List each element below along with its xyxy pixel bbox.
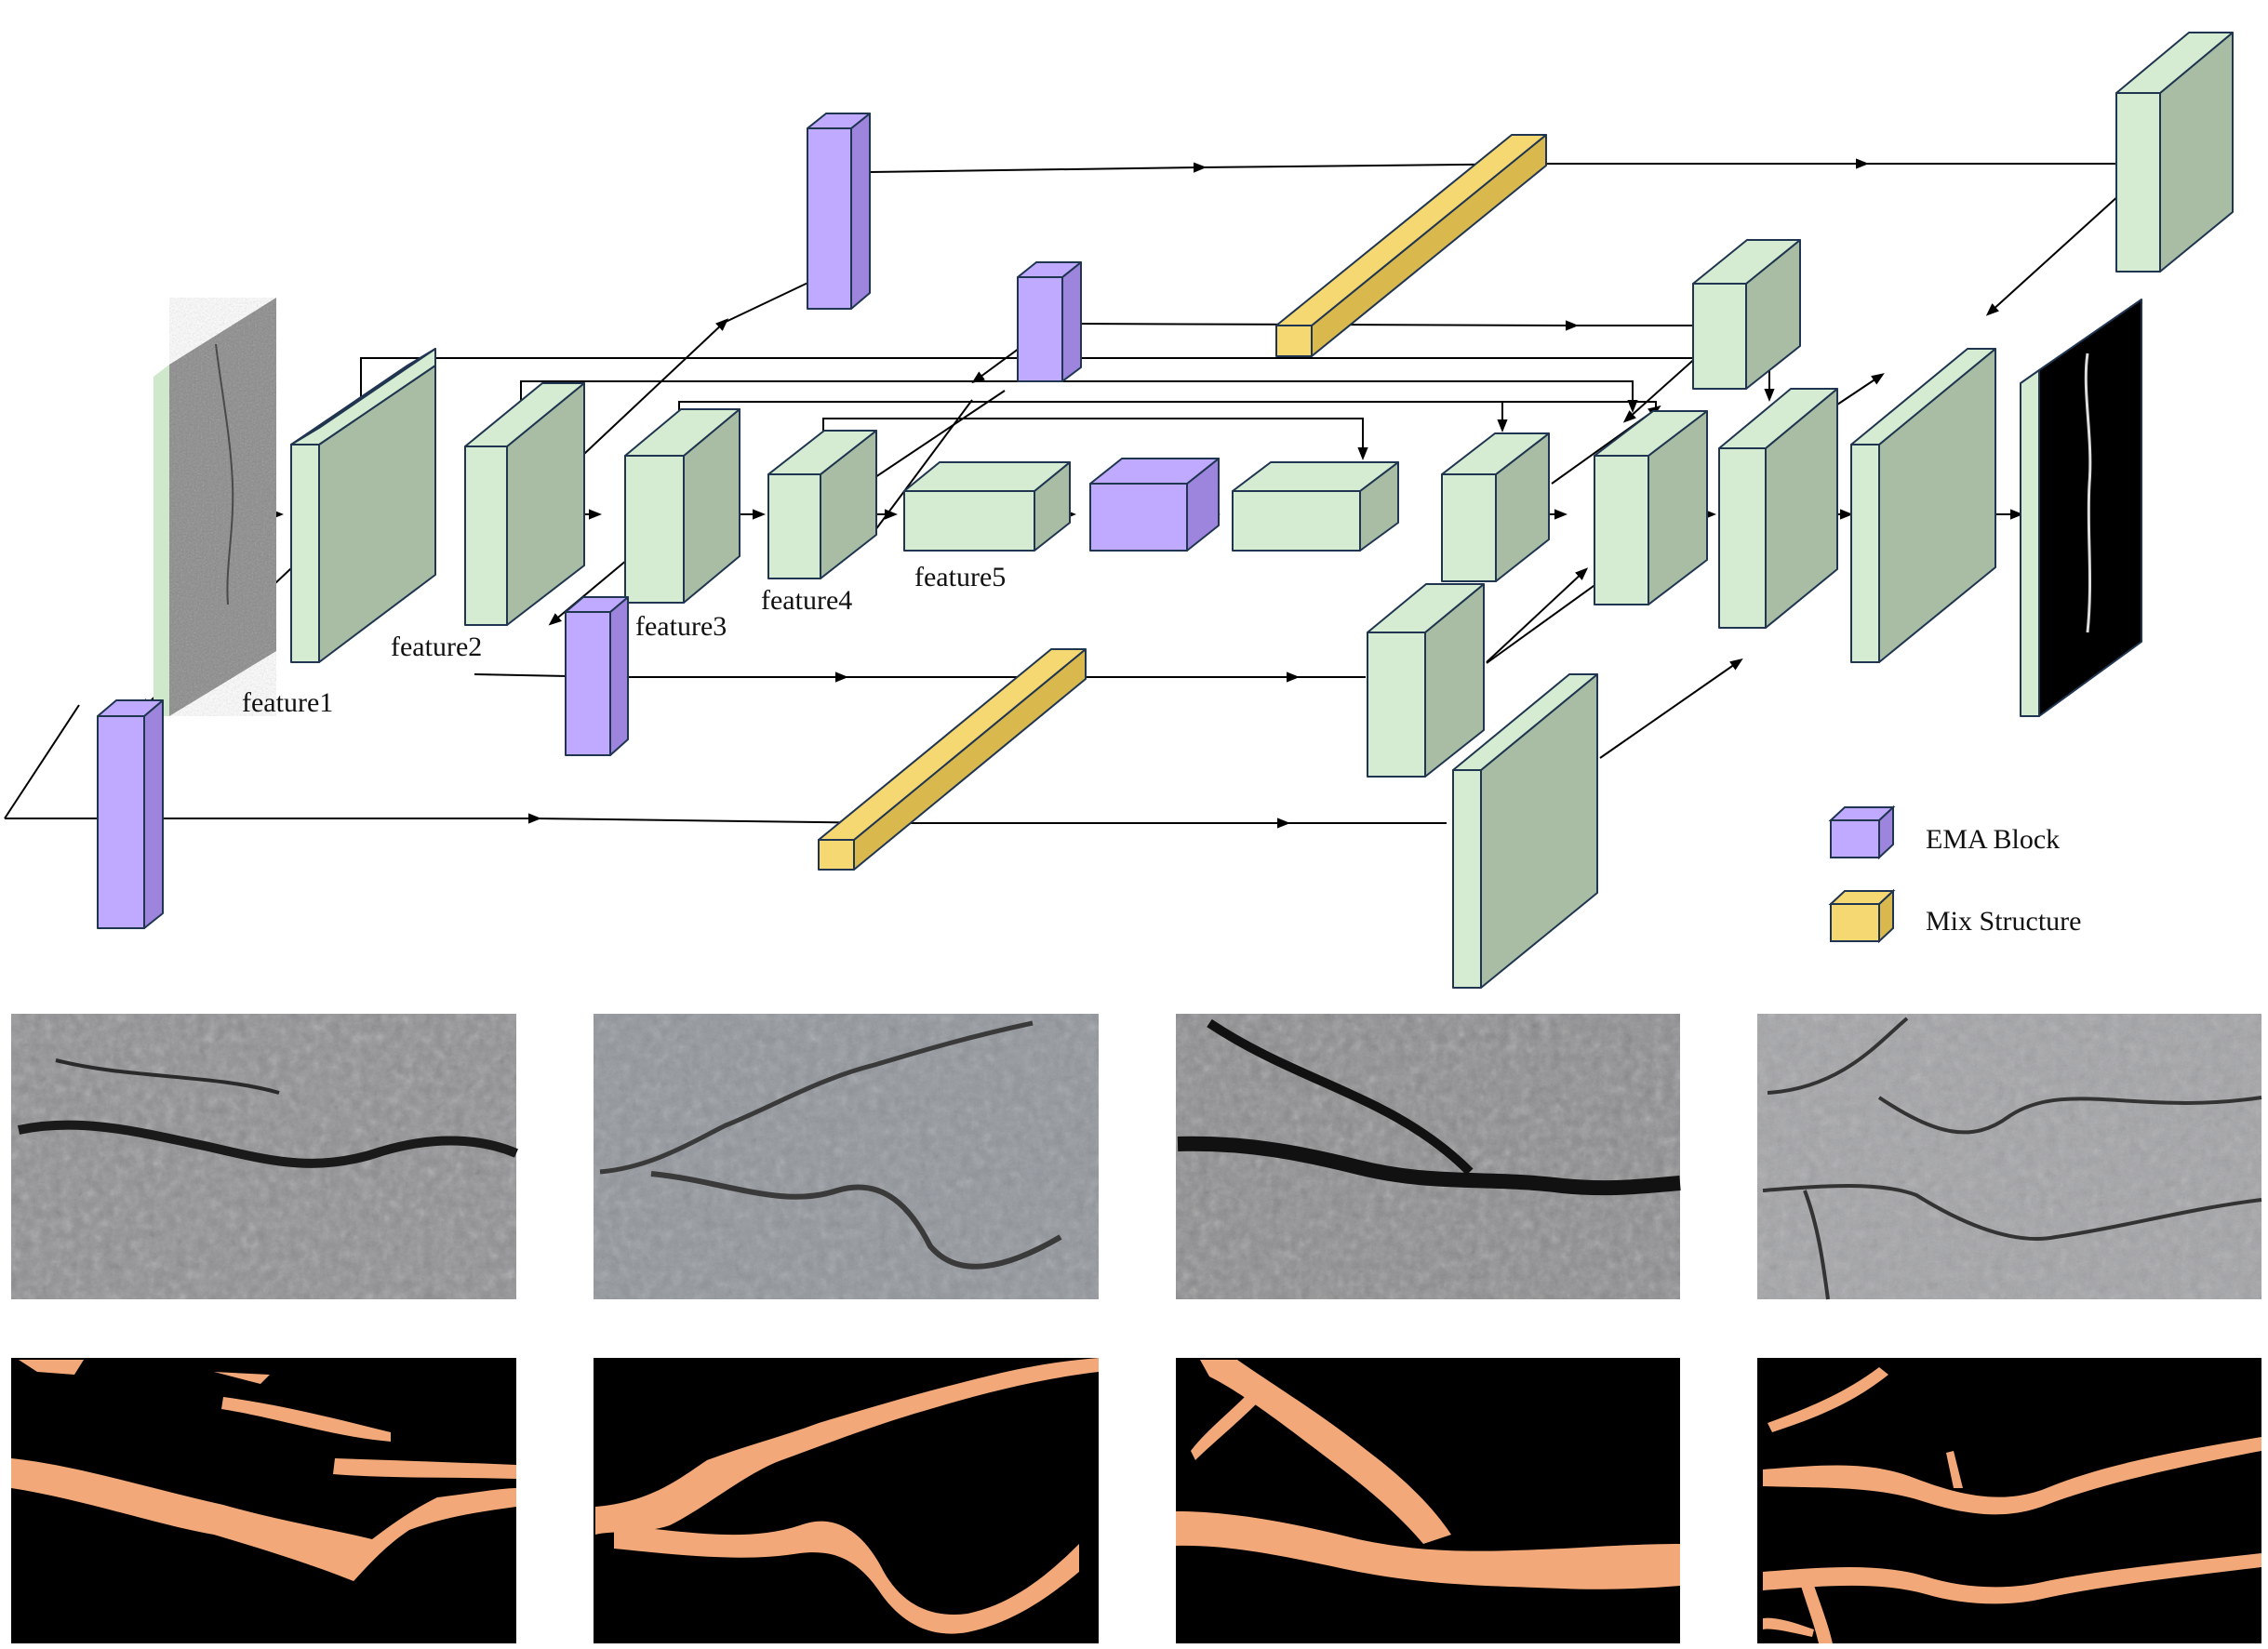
ema-block-level3: [565, 596, 629, 756]
decoder-block-1: [1441, 432, 1550, 582]
skip-target-block-third: [1367, 583, 1485, 778]
crack-mask-3: [1176, 1358, 1680, 1643]
skip-target-block-second: [1692, 239, 1801, 390]
skip-target-block-bottom: [1452, 673, 1598, 989]
feature2-block: [464, 382, 585, 626]
feature3-block: [624, 408, 740, 604]
bottleneck-ema-block: [1089, 458, 1220, 552]
feature-labels: feature1 feature2 feature3 feature4 feat…: [242, 562, 1006, 718]
feature4-block: [767, 430, 877, 579]
crack-mask-1: [11, 1358, 516, 1643]
legend-mix-label: Mix Structure: [1926, 906, 2081, 937]
crack-photo-1: [11, 1014, 518, 1299]
skip-target-block-top: [2115, 32, 2234, 273]
feature3-label: feature3: [635, 611, 727, 642]
ground-truth-masks: [11, 1358, 2261, 1643]
mix-structure-bottom: [818, 648, 1087, 871]
feature5-label: feature5: [914, 562, 1006, 592]
feature2-label: feature2: [391, 632, 482, 662]
feature1-label: feature1: [242, 687, 333, 718]
crack-photo-2: [594, 1014, 1099, 1299]
post-bottleneck-block: [1232, 461, 1399, 552]
feature4-label: feature4: [761, 585, 852, 616]
encoder-decoder-blocks: [97, 32, 2234, 989]
decoder-block-2: [1594, 410, 1708, 605]
decoder-block-4: [1850, 348, 1996, 663]
crack-photo-4: [1757, 1014, 2262, 1300]
mix-structure-top: [1275, 134, 1547, 357]
input-crack-image: [153, 298, 276, 716]
mix-structure-cube-icon: [1828, 888, 1896, 944]
example-crack-photos: [11, 1014, 2262, 1300]
crack-mask-4: [1757, 1358, 2261, 1643]
ema-block-level4: [97, 699, 164, 929]
feature5-block: [903, 461, 1071, 552]
legend: EMA Block Mix Structure: [1828, 805, 2081, 944]
decoder-block-3: [1718, 388, 1838, 629]
feature1-block: [290, 348, 436, 663]
ema-block-cube-icon: [1828, 805, 1896, 860]
ema-block-level1: [807, 113, 871, 310]
legend-ema-label: EMA Block: [1926, 824, 2060, 855]
crack-mask-2: [594, 1358, 1099, 1643]
crack-photo-3: [1176, 1014, 1681, 1299]
output-crack-mask: [2020, 299, 2142, 717]
ema-block-level2: [1017, 261, 1082, 382]
